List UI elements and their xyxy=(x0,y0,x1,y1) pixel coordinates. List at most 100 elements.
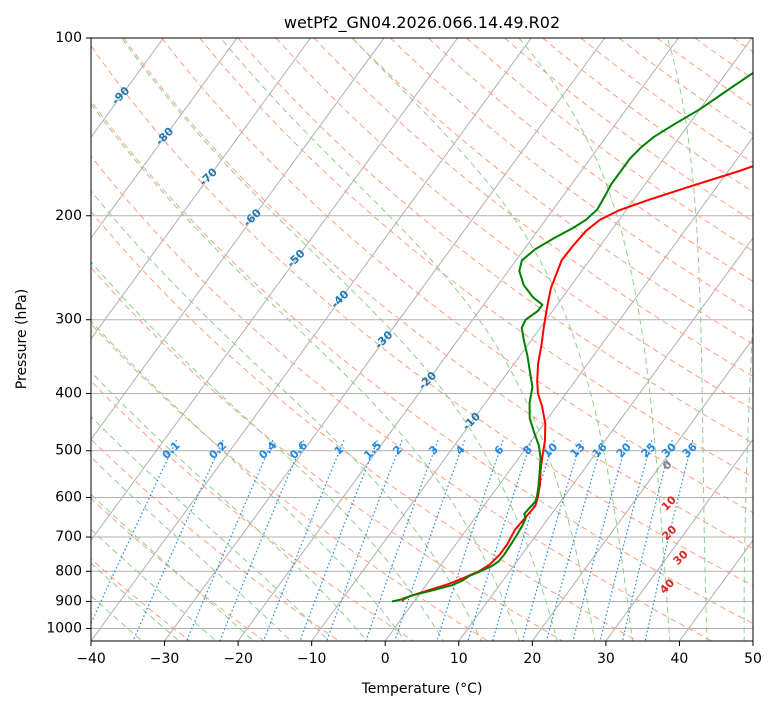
moist-adiabat xyxy=(91,493,255,641)
mixing-ratio-label: 0.4 xyxy=(256,439,279,462)
dry-adiabat xyxy=(91,266,563,641)
mixing-ratio-label: 10 xyxy=(540,440,560,460)
mixing-ratio-line xyxy=(132,440,224,641)
dry-adiabat xyxy=(91,210,638,641)
isotherm-line xyxy=(311,38,753,641)
mixing-ratio-line xyxy=(621,440,673,641)
x-tick-label: −30 xyxy=(150,651,180,667)
dry-adiabat xyxy=(91,438,340,641)
mixing-ratio-line xyxy=(326,440,403,641)
mixing-ratio-line xyxy=(436,440,504,641)
mixing-ratio-line xyxy=(467,440,533,641)
mixing-ratio-label: 1.5 xyxy=(361,439,384,462)
isotherm-label: -60 xyxy=(241,206,264,229)
isotherm-line xyxy=(91,38,238,239)
axes: −40 −30 −20 −10 0 10 20 30 40 5010020030040050060… xyxy=(46,30,762,667)
moist-adiabat-label: 40 xyxy=(657,576,677,596)
mixing-ratio-label: 25 xyxy=(639,440,659,460)
y-tick-label: 800 xyxy=(55,563,82,579)
isotherm-label: -80 xyxy=(153,125,176,148)
dry-adiabat xyxy=(91,155,713,641)
moist-adiabat xyxy=(91,261,444,641)
dry-adiabat xyxy=(351,38,753,345)
dewpoint-profile-line xyxy=(391,71,753,603)
dry-adiabat xyxy=(91,497,265,641)
y-tick-label: 200 xyxy=(55,208,82,224)
isotherm-line xyxy=(679,539,753,641)
y-tick-label: 900 xyxy=(55,593,82,609)
chart-title: wetPf2_GN04.2026.066.14.49.R02 xyxy=(284,13,560,33)
moist-adiabat xyxy=(91,320,406,641)
dry-adiabat xyxy=(428,38,753,283)
mixing-ratio-label: 0.6 xyxy=(287,439,310,462)
moist-adiabat xyxy=(667,38,708,641)
dry-adiabat xyxy=(732,38,753,53)
isotherm-line xyxy=(605,438,753,641)
mixing-ratio-line xyxy=(492,440,555,641)
y-tick-label: 400 xyxy=(55,386,82,402)
dry-adiabat xyxy=(161,38,753,514)
x-tick-label: 40 xyxy=(671,651,689,667)
x-tick-label: 30 xyxy=(597,651,615,667)
dry-adiabat xyxy=(656,38,753,108)
mixing-ratio-label: 1 xyxy=(332,443,347,458)
dry-adiabat xyxy=(504,38,753,222)
moist-adiabat xyxy=(91,415,330,641)
mixing-ratio-line xyxy=(365,440,439,641)
mixing-ratio-line xyxy=(521,440,582,641)
mixing-ratio-line xyxy=(219,440,305,641)
moist-adiabat xyxy=(91,528,217,641)
mixing-ratio-line xyxy=(545,440,604,641)
y-tick-label: 700 xyxy=(55,529,82,545)
isotherm-line xyxy=(91,38,459,542)
mixing-ratio-line xyxy=(299,440,378,641)
dry-adiabat xyxy=(313,38,753,377)
moist-adiabat xyxy=(518,38,671,641)
moist-adiabat xyxy=(91,103,520,641)
isotherm-line xyxy=(384,136,753,641)
dry-adiabat xyxy=(389,38,753,314)
moist-adiabat xyxy=(743,308,753,641)
dry-adiabat xyxy=(771,38,775,641)
isotherm-label: -40 xyxy=(328,287,351,310)
y-tick-label: 500 xyxy=(55,443,82,459)
temperature-profile-line xyxy=(401,165,753,602)
dry-adiabat xyxy=(199,38,753,479)
x-tick-label: 20 xyxy=(523,651,541,667)
isotherm-line xyxy=(164,38,606,641)
isotherm-label: -90 xyxy=(109,84,132,107)
moist-adiabat-label: 30 xyxy=(671,547,691,567)
y-tick-label: 1000 xyxy=(46,620,82,636)
moist-adiabat xyxy=(91,371,368,641)
line-labels: 0.1 0.2 0.4 0.6 1 1.5 2 3 4 6 8 10 13 16 20 25 30 36-100-… xyxy=(91,40,700,596)
x-tick-label: 10 xyxy=(450,651,468,667)
dry-adiabat xyxy=(694,38,753,80)
dry-adiabat xyxy=(237,38,753,444)
mixing-ratio-label: 36 xyxy=(680,440,700,460)
dry-adiabat xyxy=(542,38,753,193)
mixing-ratio-line xyxy=(394,440,466,641)
moist-adiabat xyxy=(91,456,292,641)
mixing-ratio-line xyxy=(599,440,653,641)
dry-adiabat xyxy=(91,100,753,625)
mixing-ratio-label: 2 xyxy=(390,443,405,458)
isotherm-label: -70 xyxy=(197,165,220,188)
mixing-ratio-label: 6 xyxy=(492,443,507,458)
isotherm-line xyxy=(458,237,753,641)
x-axis-title: Temperature (°C) xyxy=(361,681,483,697)
mixing-ratio-line xyxy=(262,440,345,641)
mixing-ratio-line xyxy=(572,440,628,641)
y-tick-label: 600 xyxy=(55,489,82,505)
background-grid xyxy=(91,38,775,641)
x-tick-label: −10 xyxy=(297,651,327,667)
mixing-ratio-line xyxy=(185,440,274,641)
series-layer xyxy=(391,71,753,603)
mixing-ratio-label: 0.2 xyxy=(206,439,229,462)
y-axis-title: Pressure (hPa) xyxy=(14,289,30,389)
dry-adiabat xyxy=(275,38,753,410)
mixing-ratio-line xyxy=(644,440,694,641)
mixing-ratio-label: 3 xyxy=(426,443,441,458)
x-tick-label: 0 xyxy=(381,651,390,667)
isotherm-label: -30 xyxy=(372,328,395,351)
